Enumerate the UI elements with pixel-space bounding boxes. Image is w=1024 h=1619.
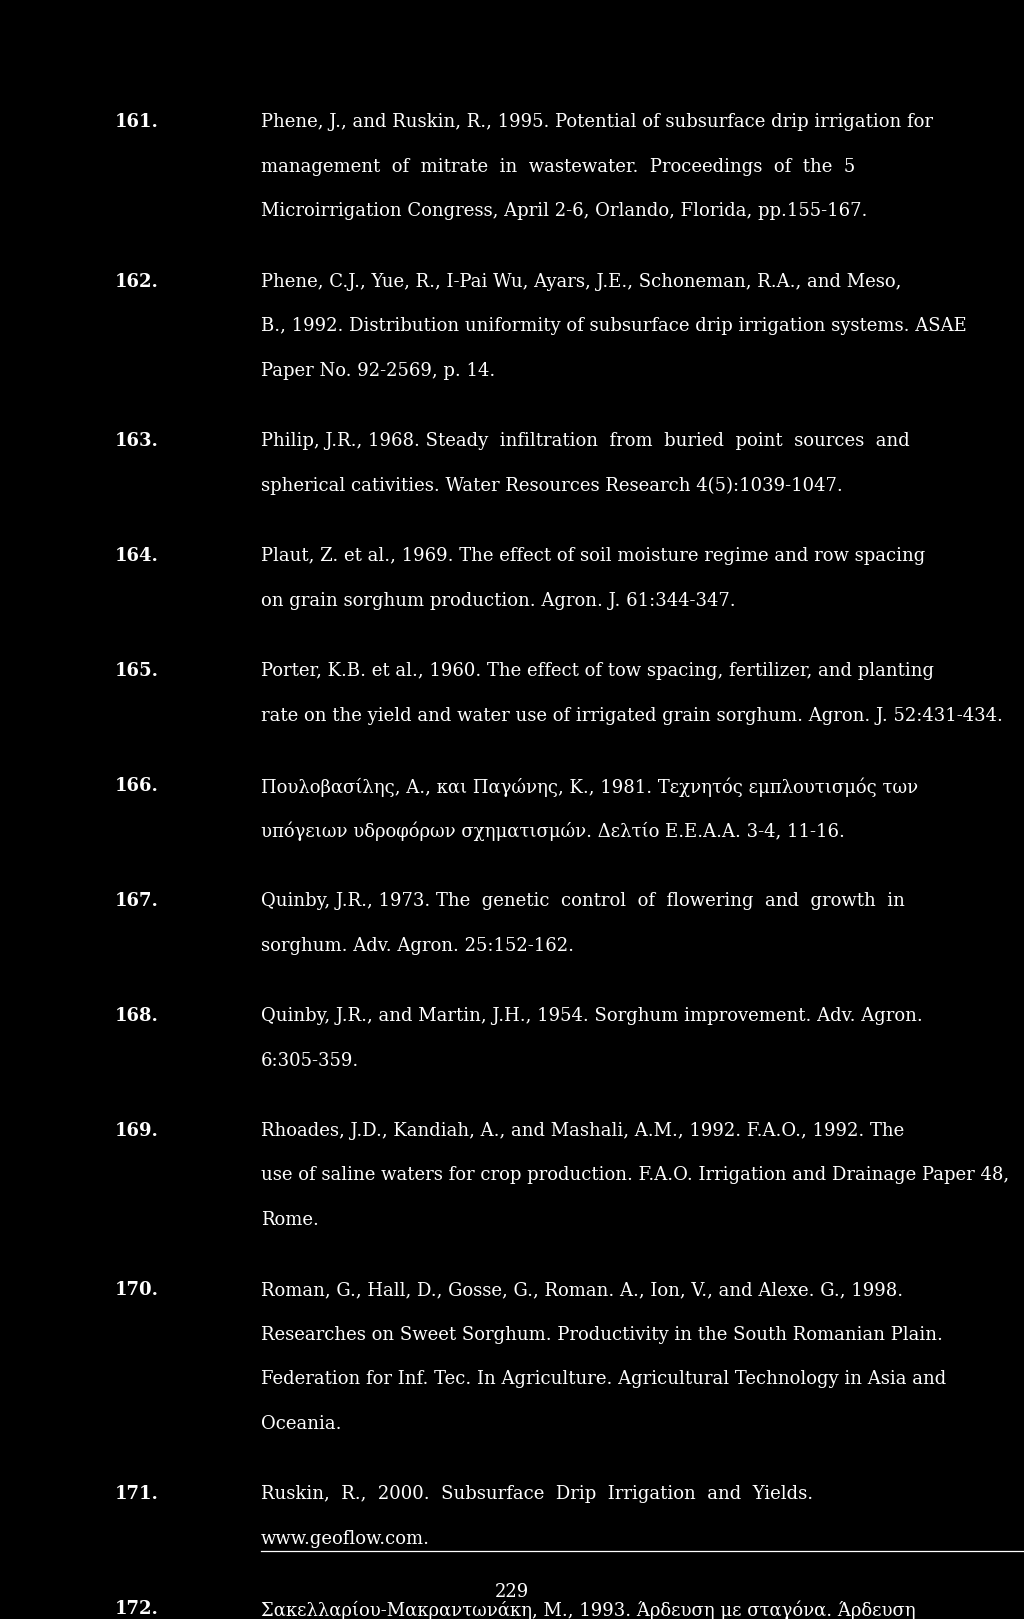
Text: Paper No. 92-2569, p. 14.: Paper No. 92-2569, p. 14. [261,361,496,380]
Text: 171.: 171. [115,1485,159,1504]
Text: sorghum. Adv. Agron. 25:152-162.: sorghum. Adv. Agron. 25:152-162. [261,936,574,955]
Text: Σακελλαρίου-Μακραντωνάκη, Μ., 1993. Άρδευση με σταγόνα. Άρδευση: Σακελλαρίου-Μακραντωνάκη, Μ., 1993. Άρδε… [261,1600,915,1619]
Text: spherical cativities. Water Resources Research 4(5):1039-1047.: spherical cativities. Water Resources Re… [261,476,843,495]
Text: 166.: 166. [115,777,159,795]
Text: Rome.: Rome. [261,1211,319,1229]
Text: Πουλοβασίλης, Α., και Παγώνης, Κ., 1981. Τεχνητός εμπλουτισμός των: Πουλοβασίλης, Α., και Παγώνης, Κ., 1981.… [261,777,919,797]
Text: 168.: 168. [115,1007,159,1025]
Text: management  of  mitrate  in  wastewater.  Proceedings  of  the  5: management of mitrate in wastewater. Pro… [261,157,855,176]
Text: 169.: 169. [115,1122,159,1140]
Text: 165.: 165. [115,662,159,680]
Text: υπόγειων υδροφόρων σχηματισμών. Δελτίο Ε.Ε.Α.Α. 3-4, 11-16.: υπόγειων υδροφόρων σχηματισμών. Δελτίο Ε… [261,821,845,842]
Text: 170.: 170. [115,1281,159,1300]
Text: 162.: 162. [115,272,159,291]
Text: 167.: 167. [115,892,159,910]
Text: Microirrigation Congress, April 2-6, Orlando, Florida, pp.155-167.: Microirrigation Congress, April 2-6, Orl… [261,202,867,220]
Text: Oceania.: Oceania. [261,1415,342,1433]
Text: Federation for Inf. Tec. In Agriculture. Agricultural Technology in Asia and: Federation for Inf. Tec. In Agriculture.… [261,1370,946,1389]
Text: Porter, K.B. et al., 1960. The effect of tow spacing, fertilizer, and planting: Porter, K.B. et al., 1960. The effect of… [261,662,934,680]
Text: rate on the yield and water use of irrigated grain sorghum. Agron. J. 52:431-434: rate on the yield and water use of irrig… [261,706,1002,725]
Text: Rhoades, J.D., Kandiah, A., and Mashali, A.M., 1992. F.A.O., 1992. The: Rhoades, J.D., Kandiah, A., and Mashali,… [261,1122,904,1140]
Text: Quinby, J.R., and Martin, J.H., 1954. Sorghum improvement. Adv. Agron.: Quinby, J.R., and Martin, J.H., 1954. So… [261,1007,923,1025]
Text: B., 1992. Distribution uniformity of subsurface drip irrigation systems. ASAE: B., 1992. Distribution uniformity of sub… [261,317,967,335]
Text: Plaut, Z. et al., 1969. The effect of soil moisture regime and row spacing: Plaut, Z. et al., 1969. The effect of so… [261,547,926,565]
Text: Quinby, J.R., 1973. The  genetic  control  of  flowering  and  growth  in: Quinby, J.R., 1973. The genetic control … [261,892,905,910]
Text: 6:305-359.: 6:305-359. [261,1051,359,1070]
Text: Roman, G., Hall, D., Gosse, G., Roman. A., Ion, V., and Alexe. G., 1998.: Roman, G., Hall, D., Gosse, G., Roman. A… [261,1281,903,1300]
Text: 229: 229 [495,1583,529,1601]
Text: use of saline waters for crop production. F.A.O. Irrigation and Drainage Paper 4: use of saline waters for crop production… [261,1166,1010,1185]
Text: Philip, J.R., 1968. Steady  infiltration  from  buried  point  sources  and: Philip, J.R., 1968. Steady infiltration … [261,432,910,450]
Text: Researches on Sweet Sorghum. Productivity in the South Romanian Plain.: Researches on Sweet Sorghum. Productivit… [261,1326,943,1344]
Text: Ruskin,  R.,  2000.  Subsurface  Drip  Irrigation  and  Yields.: Ruskin, R., 2000. Subsurface Drip Irriga… [261,1485,813,1504]
Text: www.geoflow.com.: www.geoflow.com. [261,1530,430,1548]
Text: 172.: 172. [115,1600,159,1619]
Text: Phene, C.J., Yue, R., I-Pai Wu, Ayars, J.E., Schoneman, R.A., and Meso,: Phene, C.J., Yue, R., I-Pai Wu, Ayars, J… [261,272,901,291]
Text: 164.: 164. [115,547,159,565]
Text: 161.: 161. [115,113,159,131]
Text: Phene, J., and Ruskin, R., 1995. Potential of subsurface drip irrigation for: Phene, J., and Ruskin, R., 1995. Potenti… [261,113,933,131]
Text: on grain sorghum production. Agron. J. 61:344-347.: on grain sorghum production. Agron. J. 6… [261,591,736,610]
Text: 163.: 163. [115,432,159,450]
